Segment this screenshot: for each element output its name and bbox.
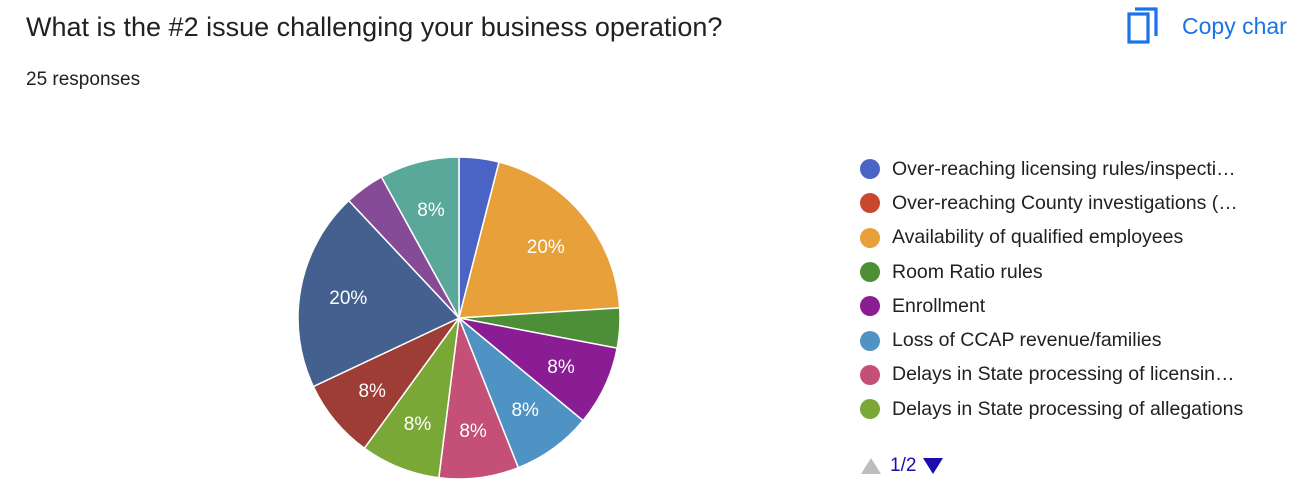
legend-swatch bbox=[860, 364, 880, 385]
slice-percent-label: 20% bbox=[527, 237, 565, 258]
legend-swatch bbox=[860, 330, 880, 351]
legend-item[interactable]: Loss of CCAP revenue/families bbox=[860, 323, 1243, 357]
legend-item[interactable]: Room Ratio rules bbox=[860, 255, 1243, 289]
slice-percent-label: 8% bbox=[417, 200, 445, 221]
legend-swatch bbox=[860, 399, 880, 420]
legend-item[interactable]: Over-reaching licensing rules/inspecti… bbox=[860, 152, 1243, 186]
legend-swatch bbox=[860, 296, 880, 317]
legend-item[interactable]: Enrollment bbox=[860, 289, 1243, 323]
chart-title: What is the #2 issue challenging your bu… bbox=[26, 12, 723, 42]
legend-item[interactable]: Over-reaching County investigations (… bbox=[860, 186, 1243, 220]
legend-swatch bbox=[860, 227, 880, 248]
legend-label: Room Ratio rules bbox=[892, 260, 1043, 283]
copy-chart-label: Copy char bbox=[1182, 12, 1287, 39]
pie-slice[interactable] bbox=[458, 161, 621, 319]
pie-slice[interactable] bbox=[380, 156, 460, 319]
legend-label: Enrollment bbox=[892, 294, 986, 317]
legend-label: Over-reaching County investigations (… bbox=[892, 191, 1238, 214]
legend-item[interactable]: Availability of qualified employees bbox=[860, 221, 1243, 255]
slice-percent-label: 20% bbox=[329, 288, 367, 309]
slice-percent-label: 8% bbox=[511, 400, 539, 421]
slice-percent-label: 8% bbox=[547, 357, 575, 378]
pager-text: 1/2 bbox=[890, 455, 917, 476]
legend-pager: 1/2 bbox=[860, 455, 944, 477]
pie-slice[interactable] bbox=[297, 199, 461, 388]
response-count: 25 responses bbox=[26, 69, 141, 90]
slice-percent-label: 8% bbox=[459, 421, 487, 442]
legend-item[interactable]: Delays in State processing of allegation… bbox=[860, 392, 1243, 426]
legend-swatch bbox=[860, 193, 880, 214]
slice-percent-label: 8% bbox=[404, 414, 432, 435]
legend-label: Delays in State processing of allegation… bbox=[892, 397, 1244, 420]
legend-swatch bbox=[860, 262, 880, 283]
pie-chart: 20% 8% 8% 8% 8% 8% 20% 8% bbox=[297, 156, 621, 480]
copy-icon bbox=[1127, 7, 1158, 44]
slice-percent-label: 8% bbox=[358, 381, 386, 402]
copy-chart-button[interactable]: Copy char bbox=[1126, 6, 1287, 46]
legend-label: Availability of qualified employees bbox=[892, 226, 1184, 249]
legend-swatch bbox=[860, 159, 880, 180]
chart-legend: Over-reaching licensing rules/inspecti… O… bbox=[860, 152, 1243, 426]
triangle-down-icon[interactable] bbox=[922, 455, 944, 477]
triangle-up-icon[interactable] bbox=[860, 455, 882, 477]
legend-label: Loss of CCAP revenue/families bbox=[892, 329, 1162, 352]
legend-item[interactable]: Delays in State processing of licensin… bbox=[860, 358, 1243, 392]
legend-label: Over-reaching licensing rules/inspecti… bbox=[892, 157, 1236, 180]
legend-label: Delays in State processing of licensin… bbox=[892, 363, 1235, 386]
